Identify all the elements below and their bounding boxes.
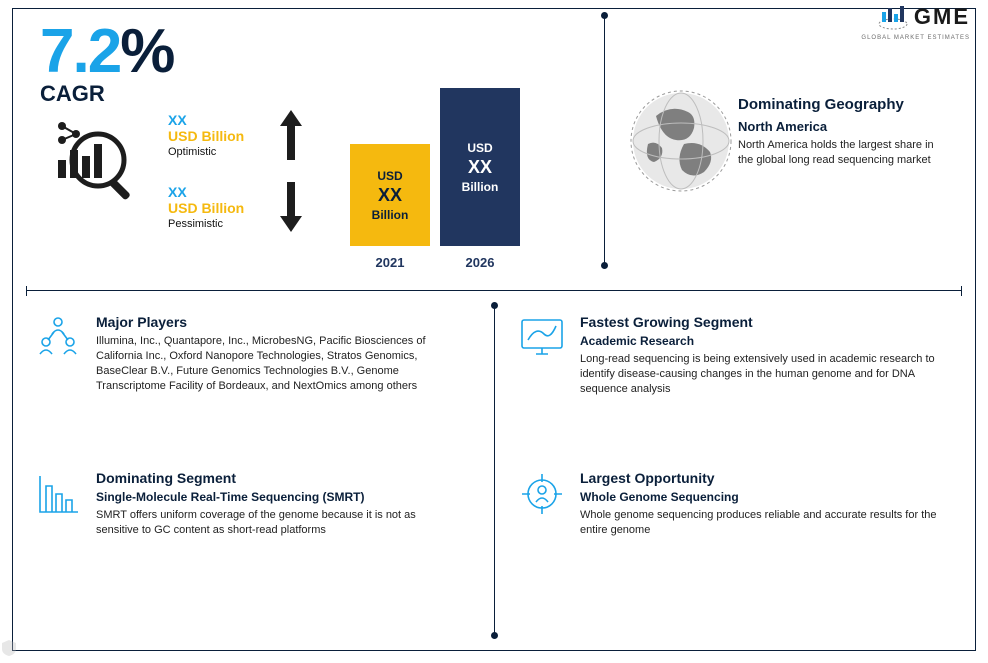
tile-largest-opportunity: Largest Opportunity Whole Genome Sequenc… bbox=[518, 470, 938, 538]
logo-subtitle: GLOBAL MARKET ESTIMATES bbox=[861, 35, 970, 41]
analytics-icon bbox=[52, 116, 138, 207]
players-text: Illumina, Inc., Quantapore, Inc., Microb… bbox=[96, 334, 454, 393]
optimistic-value: XX bbox=[168, 112, 187, 128]
pessimistic-value: XX bbox=[168, 184, 187, 200]
people-icon bbox=[34, 314, 82, 367]
fastest-sub: Academic Research bbox=[580, 334, 938, 348]
bottom-grid: Major Players Illumina, Inc., Quantapore… bbox=[26, 300, 962, 645]
bar-2026-l3: Billion bbox=[462, 180, 499, 194]
optimistic-label: Optimistic bbox=[168, 146, 244, 158]
pessimistic-scenario: XX USD Billion Pessimistic bbox=[168, 184, 244, 230]
players-title: Major Players bbox=[96, 314, 454, 330]
arrow-down-icon bbox=[278, 180, 304, 239]
geography-block: Dominating Geography North America North… bbox=[738, 96, 948, 168]
monitor-trend-icon bbox=[518, 314, 566, 367]
bar-2021-l2: XX bbox=[378, 185, 402, 206]
fastest-text: Long-read sequencing is being extensivel… bbox=[580, 352, 938, 397]
dominating-sub: Single-Molecule Real-Time Sequencing (SM… bbox=[96, 490, 454, 504]
divider-dot bbox=[491, 632, 498, 639]
bar-2021-year: 2021 bbox=[350, 255, 430, 270]
bar-2021-l3: Billion bbox=[372, 208, 409, 222]
cagr-value: 7.2 bbox=[40, 17, 120, 86]
opportunity-sub: Whole Genome Sequencing bbox=[580, 490, 938, 504]
divider-dot bbox=[491, 302, 498, 309]
cagr-block: 7.2% CAGR bbox=[40, 16, 173, 107]
bar-2021-l1: USD bbox=[377, 169, 402, 183]
hrule bbox=[26, 286, 962, 296]
pessimistic-label: Pessimistic bbox=[168, 218, 244, 230]
arrow-up-icon bbox=[278, 108, 304, 167]
divider-top bbox=[604, 14, 605, 268]
divider-dot bbox=[601, 12, 608, 19]
dominating-text: SMRT offers uniform coverage of the geno… bbox=[96, 508, 454, 538]
cagr-percent: % bbox=[120, 17, 173, 86]
opportunity-text: Whole genome sequencing produces reliabl… bbox=[580, 508, 938, 538]
bar-2026-year: 2026 bbox=[440, 255, 520, 270]
pessimistic-unit: USD Billion bbox=[168, 200, 244, 216]
fastest-title: Fastest Growing Segment bbox=[580, 314, 938, 330]
logo-text: GME bbox=[914, 4, 970, 29]
tile-fastest-growing: Fastest Growing Segment Academic Researc… bbox=[518, 314, 938, 397]
optimistic-unit: USD Billion bbox=[168, 128, 244, 144]
divider-bottom bbox=[494, 306, 495, 635]
bar-chart-icon bbox=[34, 470, 82, 523]
divider-dot bbox=[601, 262, 608, 269]
bar-2026: USD XX Billion bbox=[440, 88, 520, 246]
shield-icon bbox=[2, 640, 16, 661]
geo-title: Dominating Geography bbox=[738, 96, 948, 113]
tile-dominating-segment: Dominating Segment Single-Molecule Real-… bbox=[34, 470, 454, 538]
logo-icon bbox=[876, 4, 910, 35]
target-icon bbox=[518, 470, 566, 523]
geo-text: North America holds the largest share in… bbox=[738, 138, 948, 168]
tile-major-players: Major Players Illumina, Inc., Quantapore… bbox=[34, 314, 454, 393]
gme-logo: GME GLOBAL MARKET ESTIMATES bbox=[861, 4, 970, 41]
opportunity-title: Largest Opportunity bbox=[580, 470, 938, 486]
geo-region: North America bbox=[738, 119, 948, 134]
dominating-title: Dominating Segment bbox=[96, 470, 454, 486]
globe-icon bbox=[626, 86, 736, 201]
bar-2021: USD XX Billion bbox=[350, 144, 430, 246]
bar-2026-l1: USD bbox=[467, 141, 492, 155]
optimistic-scenario: XX USD Billion Optimistic bbox=[168, 112, 244, 158]
market-size-chart: USD XX Billion 2021 USD XX Billion 2026 bbox=[350, 106, 560, 274]
bar-2026-l2: XX bbox=[468, 157, 492, 178]
